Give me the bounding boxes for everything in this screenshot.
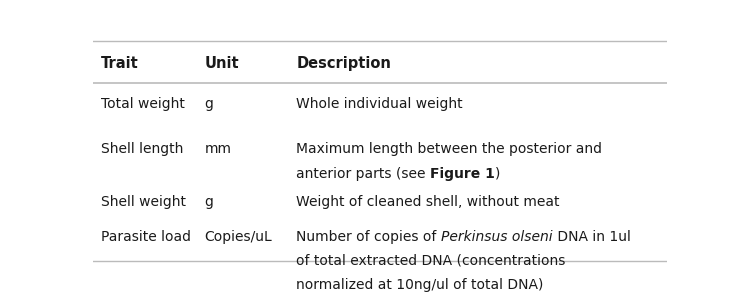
Text: Parasite load: Parasite load bbox=[102, 230, 191, 244]
Text: Description: Description bbox=[296, 56, 391, 72]
Text: Perkinsus olseni: Perkinsus olseni bbox=[441, 230, 553, 244]
Text: Figure 1: Figure 1 bbox=[431, 167, 495, 181]
Text: ): ) bbox=[495, 167, 501, 181]
Text: Copies/uL: Copies/uL bbox=[205, 230, 273, 244]
Text: normalized at 10ng/ul of total DNA): normalized at 10ng/ul of total DNA) bbox=[296, 278, 544, 292]
Text: anterior parts (see: anterior parts (see bbox=[296, 167, 431, 181]
Text: Total weight: Total weight bbox=[102, 97, 185, 111]
Text: g: g bbox=[205, 195, 213, 209]
Text: mm: mm bbox=[205, 142, 232, 156]
Text: g: g bbox=[205, 97, 213, 111]
Text: Unit: Unit bbox=[205, 56, 239, 72]
Text: Shell length: Shell length bbox=[102, 142, 184, 156]
Text: Whole individual weight: Whole individual weight bbox=[296, 97, 463, 111]
Text: DNA in 1ul: DNA in 1ul bbox=[553, 230, 631, 244]
Text: Number of copies of: Number of copies of bbox=[296, 230, 441, 244]
Text: Trait: Trait bbox=[102, 56, 139, 72]
Text: of total extracted DNA (concentrations: of total extracted DNA (concentrations bbox=[296, 254, 566, 268]
Text: Maximum length between the posterior and: Maximum length between the posterior and bbox=[296, 142, 602, 156]
Text: Shell weight: Shell weight bbox=[102, 195, 186, 209]
Text: Weight of cleaned shell, without meat: Weight of cleaned shell, without meat bbox=[296, 195, 560, 209]
